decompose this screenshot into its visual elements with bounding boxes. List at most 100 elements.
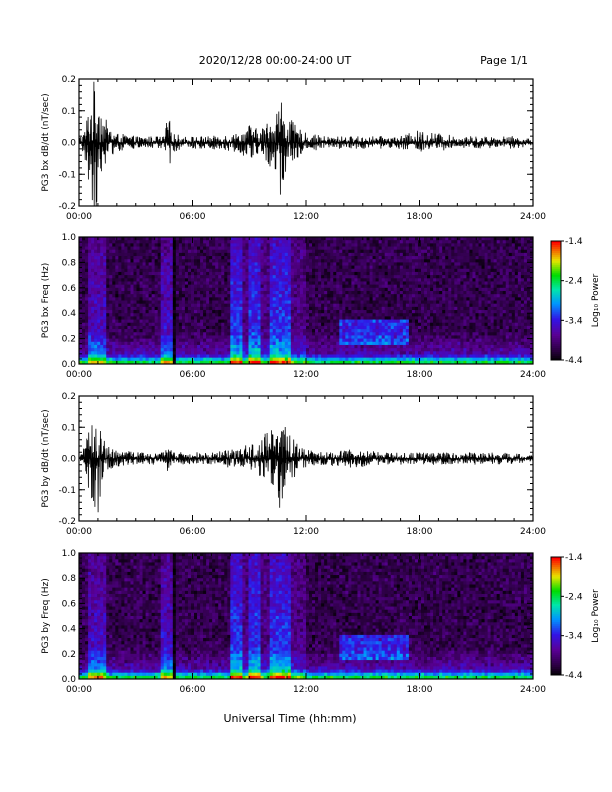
spectrogram-cell — [275, 300, 280, 304]
spectrogram-cell — [257, 256, 261, 260]
spectrogram-cell — [109, 278, 113, 282]
spectrogram-cell — [424, 243, 428, 247]
spectrogram-cell — [94, 268, 98, 273]
spectrogram-cell — [175, 354, 180, 358]
spectrogram-cell — [393, 278, 398, 282]
spectrogram-cell — [312, 332, 316, 336]
spectrogram-cell — [172, 316, 177, 320]
spectrogram-cell — [245, 278, 249, 282]
spectrogram-cell — [384, 259, 389, 263]
spectrogram-cell — [393, 325, 398, 330]
spectrogram-cell — [181, 316, 186, 320]
spectrogram-cell — [315, 284, 319, 289]
spectrogram-cell — [430, 322, 434, 327]
spectrogram-cell — [109, 354, 113, 358]
spectrogram-cell — [236, 344, 240, 349]
spectrogram-cell — [287, 265, 292, 270]
spectrogram-cell — [384, 310, 389, 314]
spectrogram-cell — [115, 294, 119, 298]
spectrogram-cell — [281, 316, 286, 320]
spectrogram-cell — [175, 252, 180, 257]
spectrogram-cell — [363, 344, 367, 349]
spectrogram-cell — [436, 290, 440, 295]
spectrogram-cell — [127, 284, 131, 289]
spectrogram-cell — [321, 344, 325, 349]
spectrogram-cell — [302, 338, 307, 343]
spectrogram-cell — [427, 297, 431, 301]
spectrogram-cell — [324, 329, 328, 333]
spectrogram-cell — [88, 237, 92, 241]
spectrogram-cell — [327, 294, 331, 298]
spectrogram-cell — [327, 252, 331, 257]
spectrogram-cell — [206, 268, 210, 273]
spectrogram-cell — [127, 278, 131, 282]
spectrogram-cell — [106, 332, 110, 336]
spectrogram-cell — [115, 249, 119, 254]
spectrogram-cell — [390, 243, 395, 247]
spectrogram-cell — [88, 262, 92, 266]
spectrogram-cell — [266, 335, 270, 339]
spectrogram-cell — [445, 281, 449, 285]
spectrogram-cell — [169, 335, 174, 339]
spectrogram-cell — [375, 281, 379, 285]
spectrogram-cell — [236, 338, 240, 343]
spectrogram-cell — [315, 313, 319, 317]
spectrogram-cell — [245, 316, 249, 320]
spectrogram-cell — [124, 338, 128, 343]
spectrogram-cell — [321, 287, 325, 292]
spectrogram-cell — [342, 325, 346, 330]
spectrogram-cell — [402, 294, 407, 298]
spectrogram-cell — [272, 338, 277, 343]
spectrogram-cell — [357, 300, 361, 304]
spectrogram-cell — [221, 338, 225, 343]
spectrogram-cell — [181, 319, 186, 324]
spectrogram-cell — [287, 325, 292, 330]
spectrogram-cell — [136, 332, 140, 336]
spectrogram-cell — [417, 297, 422, 301]
spectrogram-cell — [148, 281, 152, 285]
spectrogram-cell — [121, 237, 125, 241]
spectrogram-cell — [266, 290, 270, 295]
spectrogram-cell — [430, 297, 434, 301]
spectrogram-cell — [181, 284, 186, 289]
spectrogram-cell — [345, 360, 349, 365]
spectrogram-cell — [296, 290, 301, 295]
spectrogram-cell — [200, 344, 204, 349]
spectrogram-cell — [342, 262, 346, 266]
spectrogram-cell — [130, 332, 134, 336]
spectrogram-cell — [324, 271, 328, 276]
spectrogram-cell — [436, 281, 440, 285]
spectrogram-cell — [439, 344, 443, 349]
spectrogram-cell — [396, 240, 401, 244]
spectrogram-cell — [336, 332, 340, 336]
spectrogram-cell — [299, 278, 304, 282]
spectrogram-cell — [103, 354, 107, 358]
spectrogram-cell — [236, 294, 240, 298]
spectrogram-cell — [94, 322, 98, 327]
spectrogram-cell — [236, 360, 240, 365]
spectrogram-cell — [184, 275, 189, 279]
spectrogram-cell — [85, 329, 89, 333]
spectrogram-cell — [445, 249, 449, 254]
spectrogram-cell — [106, 243, 110, 247]
spectrogram-cell — [154, 237, 158, 241]
spectrogram-cell — [209, 357, 213, 362]
spectrogram-cell — [372, 262, 376, 266]
spectrogram-cell — [236, 249, 240, 254]
spectrogram-cell — [345, 243, 349, 247]
spectrogram-cell — [442, 265, 446, 270]
spectrogram-cell — [309, 237, 313, 241]
spectrogram-cell — [236, 348, 240, 352]
spectrogram-cell — [166, 249, 171, 254]
spectrogram-cell — [372, 243, 376, 247]
spectrogram-cell — [269, 249, 274, 254]
spectrogram-cell — [233, 310, 237, 314]
spectrogram-cell — [348, 237, 352, 241]
spectrogram-cell — [239, 240, 243, 244]
spectrogram-cell — [139, 313, 143, 317]
spectrogram-cell — [436, 338, 440, 343]
spectrogram-cell — [230, 262, 234, 266]
spectrogram-cell — [306, 265, 310, 270]
spectrogram-cell — [345, 249, 349, 254]
